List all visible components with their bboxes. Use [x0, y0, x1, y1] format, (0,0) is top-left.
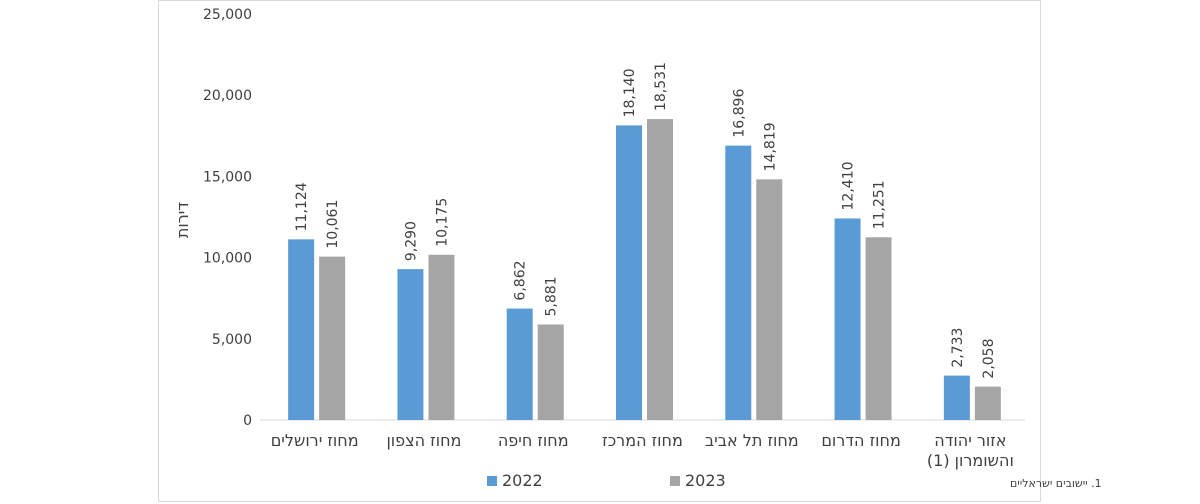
x-tick-label: מחוז חיפה [498, 431, 569, 450]
bar-2023 [756, 179, 783, 420]
data-label: 9,290 [403, 221, 419, 261]
bar-2022 [616, 125, 642, 420]
x-tick-label: והשומרון (1) [927, 451, 1014, 470]
bar-2022 [397, 269, 424, 420]
x-tick-label: אזור יהודה [934, 431, 1006, 450]
bar-2022 [725, 145, 752, 421]
y-tick-label: 15,000 [203, 169, 252, 185]
legend-label-2023: 2023 [685, 471, 726, 490]
y-tick-label: 20,000 [203, 88, 252, 104]
data-labels: 11,124 10,061 9,290 10,175 6,862 5,881 18,140 1… [294, 62, 997, 379]
legend-swatch-2023 [670, 476, 680, 486]
data-label: 18,531 [653, 62, 669, 111]
data-label: 6,862 [513, 260, 529, 300]
x-tick-label: מחוז הצפון [386, 431, 461, 450]
bars [288, 119, 1001, 421]
bar-2023 [319, 256, 346, 420]
bar-2022 [943, 375, 970, 420]
bar-2022 [506, 308, 533, 420]
y-axis-label: דירות [173, 202, 192, 238]
bar-2023 [428, 254, 455, 420]
bar-2023 [537, 324, 564, 420]
data-label: 11,124 [294, 182, 310, 231]
x-tick-label: מחוז הדרום [821, 431, 901, 450]
data-label: 10,175 [434, 198, 450, 247]
x-tick-label: מחוז המרכז [602, 431, 683, 450]
data-label: 11,251 [872, 180, 888, 229]
y-tick-label: 5,000 [212, 332, 252, 348]
y-tick-label: 0 [243, 413, 252, 429]
x-tick-label: מחוז ירושלים [271, 431, 359, 450]
axes: 0 5,000 10,000 15,000 20,000 25,000 מחוז ירושל… [203, 7, 1025, 470]
legend-swatch-2022 [487, 476, 497, 486]
bar-2022 [834, 218, 861, 420]
data-label: 10,061 [325, 200, 341, 249]
data-label: 12,410 [841, 161, 857, 210]
legend-label-2022: 2022 [502, 471, 543, 490]
data-label: 5,881 [544, 276, 560, 316]
y-tick-label: 25,000 [203, 7, 252, 23]
data-label: 2,733 [950, 328, 966, 368]
bar-2023 [974, 386, 1001, 420]
footnote: 1. יישובים ישראליים [1010, 477, 1102, 490]
data-label: 14,819 [762, 122, 778, 171]
x-tick-label: מחוז תל אביב [705, 431, 799, 450]
y-tick-label: 10,000 [203, 251, 252, 267]
legend: 2022 2023 [487, 471, 726, 490]
bar-2023 [865, 237, 892, 420]
bar-2023 [647, 119, 673, 421]
data-label: 16,896 [731, 89, 747, 138]
data-label: 18,140 [622, 68, 638, 117]
data-label: 2,058 [981, 338, 997, 378]
bar-2022 [288, 239, 315, 420]
